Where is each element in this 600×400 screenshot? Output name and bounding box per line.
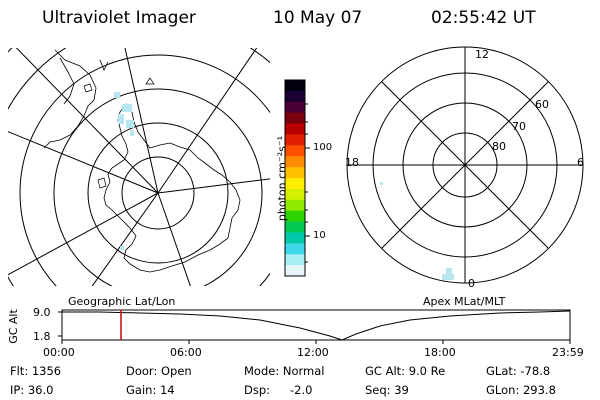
altitude-curve <box>62 310 571 341</box>
apex-polar-plot <box>346 46 584 284</box>
mlt-12-label: 12 <box>475 48 489 61</box>
colorbar-stripe <box>285 167 305 179</box>
time-label: 02:55:42 UT <box>431 8 536 28</box>
seq-value: Seq: 39 <box>365 383 409 397</box>
islands <box>83 77 155 189</box>
x-tick-0600: 06:00 <box>170 346 202 359</box>
dsp-label: Dsp: <box>244 383 271 397</box>
colorbar-stripe <box>285 243 305 255</box>
flt-value: Flt: 1356 <box>10 364 62 378</box>
colorbar-stripe <box>285 90 305 103</box>
x-tick-1800: 18:00 <box>424 346 456 359</box>
colorbar-stripe <box>285 123 305 135</box>
colorbar-stripe <box>285 145 305 157</box>
lat-circles <box>8 48 270 286</box>
mode-value: Mode: Normal <box>244 364 325 378</box>
date-label: 10 May 07 <box>273 8 363 28</box>
aurora-speckles <box>114 92 134 250</box>
colorbar-stripe <box>285 210 305 223</box>
glat-value: GLat: -78.8 <box>486 364 551 378</box>
colorbar-unit-label: photon cm⁻²s⁻¹ <box>275 135 289 222</box>
colorbar-stripe <box>285 254 305 266</box>
ip-value: IP: 36.0 <box>10 383 54 397</box>
apex-title: Apex MLat/MLT <box>423 295 506 308</box>
lat-80-label: 80 <box>492 140 506 153</box>
y-tick-1-8: 1.8 <box>33 330 51 343</box>
x-tick-2359: 23:59 <box>552 346 584 359</box>
app-title: Ultraviolet Imager <box>42 8 196 28</box>
glon-value: GLon: 293.8 <box>486 383 556 397</box>
lat-60-label: 60 <box>535 98 549 111</box>
gc-alt-value: GC Alt: 9.0 Re <box>365 364 446 378</box>
mlt-0-label: 0 <box>468 277 475 290</box>
dsp-value: -2.0 <box>290 383 313 397</box>
colorbar-stripe <box>285 178 305 190</box>
colorbar-stripe <box>285 101 305 114</box>
colorbar-stripe <box>285 199 305 212</box>
colorbar-stripe <box>285 221 305 233</box>
antarctica-coastline <box>103 103 241 273</box>
lon-lines <box>8 48 270 286</box>
geographic-map <box>8 48 270 286</box>
colorbar-tick-10: 10 <box>313 230 326 241</box>
colorbar-stripe <box>285 112 305 125</box>
colorbar-stripe <box>285 265 305 277</box>
colorbar-stripe <box>285 80 305 92</box>
altitude-plot <box>58 309 571 344</box>
south-america-coastline <box>43 49 109 149</box>
colorbar-tick-100: 100 <box>313 142 333 153</box>
x-tick-1200: 12:00 <box>297 346 329 359</box>
lat-70-label: 70 <box>512 120 526 133</box>
colorbar-stripe <box>285 232 305 244</box>
y-tick-9: 9.0 <box>33 306 51 319</box>
geographic-title: Geographic Lat/Lon <box>68 295 176 308</box>
mlt-18-label: 18 <box>345 156 359 169</box>
gain-value: Gain: 14 <box>126 383 175 397</box>
mlt-6-label: 6 <box>577 156 584 169</box>
altitude-ylabel: GC Alt <box>6 309 20 344</box>
door-value: Door: Open <box>126 364 192 378</box>
colorbar-stripe <box>285 188 305 201</box>
colorbar <box>284 79 310 277</box>
colorbar-stripe <box>285 156 305 168</box>
colorbar-stripe <box>285 134 305 146</box>
x-tick-0000: 00:00 <box>43 346 75 359</box>
